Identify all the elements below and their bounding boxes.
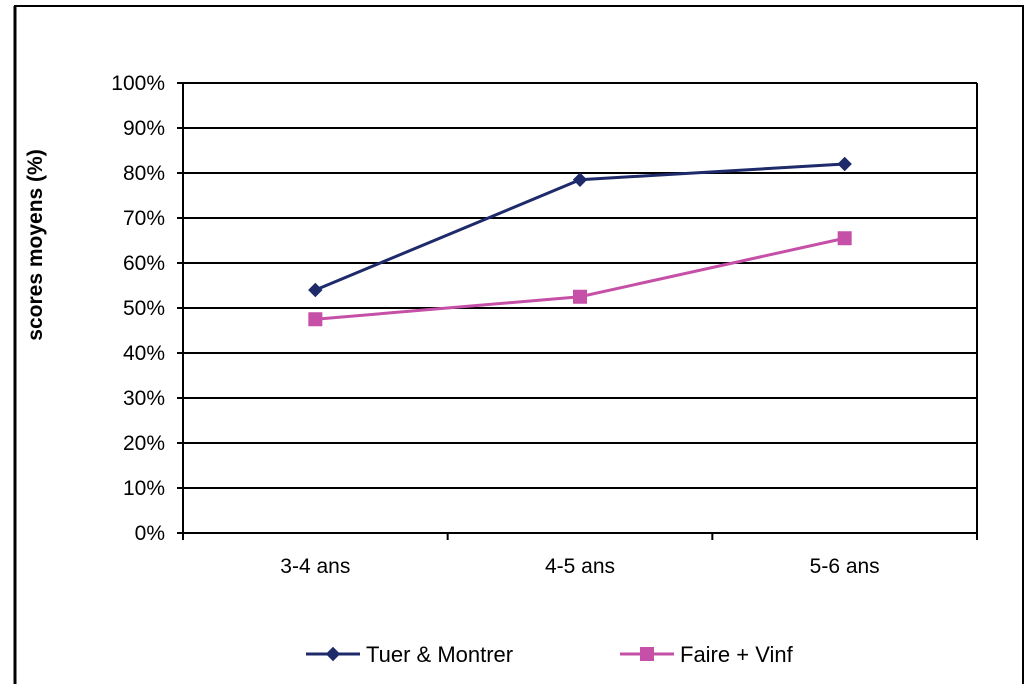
chart-border: [13, 5, 1024, 684]
series-group: [308, 156, 852, 327]
axes: [182, 83, 978, 540]
legend-label: Tuer & Montrer: [366, 642, 513, 667]
data-point-marker: [308, 282, 323, 298]
data-point-marker: [837, 156, 852, 172]
y-tick-label: 40%: [123, 342, 165, 365]
y-tick-label: 50%: [123, 297, 165, 320]
y-axis-title: scores moyens (%): [24, 149, 47, 340]
legend-label: Faire + Vinf: [680, 642, 794, 667]
data-point-marker: [572, 172, 588, 187]
y-tick-label: 90%: [123, 117, 165, 140]
data-point-marker: [837, 231, 852, 246]
y-tick-label: 60%: [123, 252, 165, 275]
data-point-marker: [573, 289, 587, 304]
y-tick-label: 80%: [123, 162, 165, 185]
y-tick-label: 0%: [135, 522, 165, 545]
x-tick-label: 4-5 ans: [545, 555, 615, 578]
gridlines: [177, 82, 977, 534]
series-1: [308, 156, 852, 298]
legend-item: Tuer & Montrer: [306, 642, 513, 667]
y-tick-label: 30%: [123, 387, 165, 410]
legend-marker: [640, 647, 654, 661]
y-tick-label: 20%: [123, 432, 165, 455]
series-2: [308, 231, 852, 327]
y-tick-label: 10%: [123, 477, 165, 500]
x-tick-label: 3-4 ans: [280, 555, 350, 578]
legend-item: Faire + Vinf: [620, 642, 794, 667]
y-tick-label: 70%: [123, 207, 165, 230]
legend: Tuer & Montrer Faire + Vinf: [306, 642, 794, 667]
y-tick-label: 100%: [111, 72, 165, 95]
x-tick-labels: 3-4 ans 4-5 ans 5-6 ans: [280, 555, 879, 578]
y-tick-labels: 0% 10% 20% 30% 40% 50% 60% 70% 80% 90% 100%: [111, 72, 165, 545]
x-tick-label: 5-6 ans: [810, 555, 880, 578]
legend-marker: [325, 646, 341, 662]
data-point-marker: [308, 312, 323, 327]
